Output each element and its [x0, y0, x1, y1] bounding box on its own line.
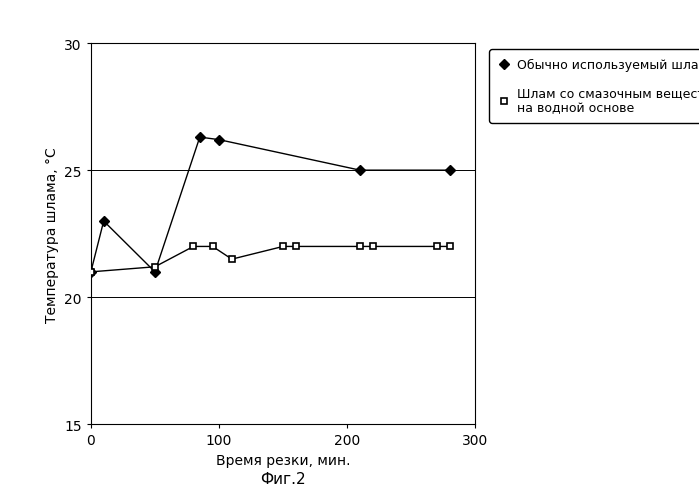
- Text: Фиг.2: Фиг.2: [260, 471, 306, 486]
- Y-axis label: Температура шлама, °C: Температура шлама, °C: [45, 146, 59, 322]
- X-axis label: Время резки, мин.: Время резки, мин.: [216, 453, 350, 467]
- Legend: Обычно используемый шлам, Шлам со смазочным веществом
на водной основе: Обычно используемый шлам, Шлам со смазоч…: [489, 50, 699, 123]
